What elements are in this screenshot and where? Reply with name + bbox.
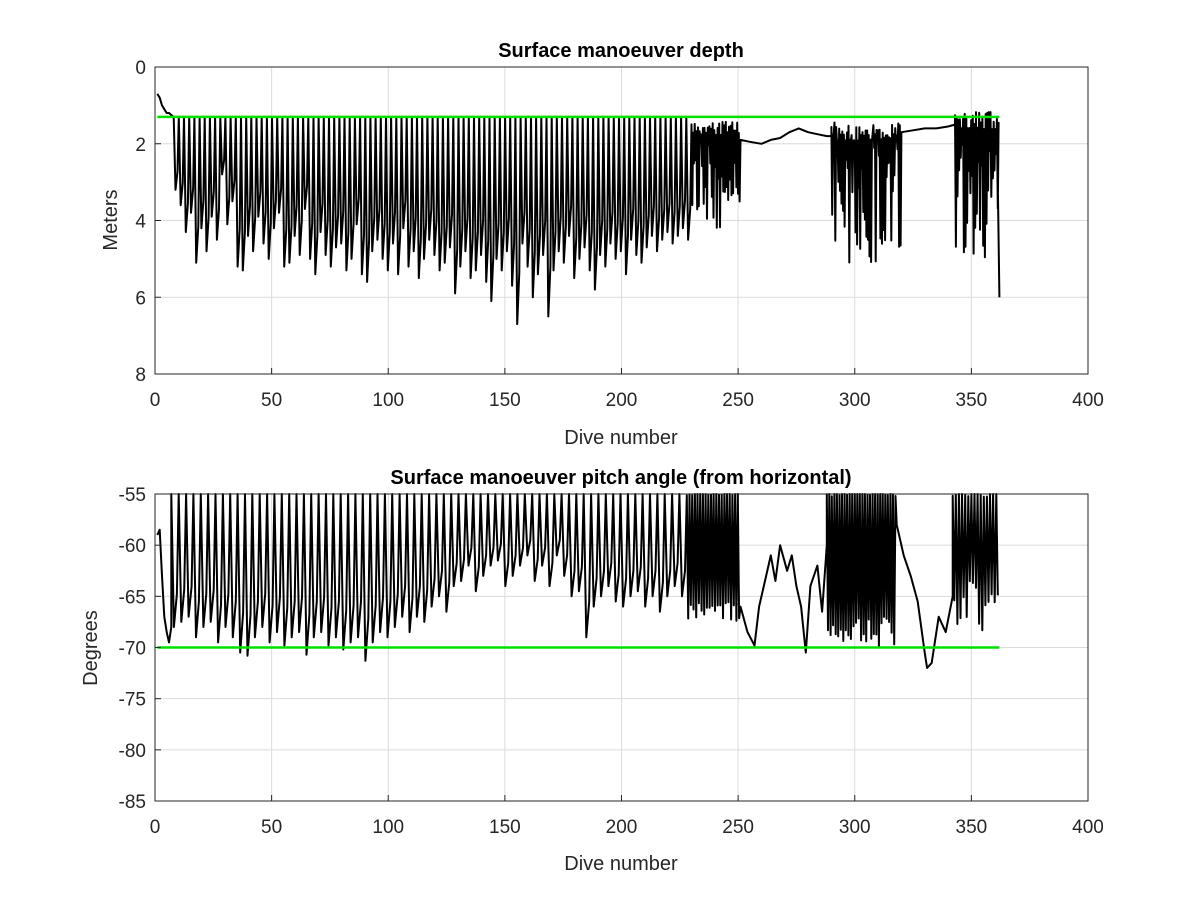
depth-chart-ytick-label: 4 xyxy=(135,212,146,233)
pitch-chart-title: Surface manoeuver pitch angle (from hori… xyxy=(390,467,851,489)
pitch-chart-xtick-label: 100 xyxy=(372,817,404,838)
pitch-chart-ytick-label: -80 xyxy=(119,741,146,762)
pitch-chart-xtick-label: 0 xyxy=(150,817,161,838)
pitch-chart-ytick-label: -75 xyxy=(119,690,146,711)
pitch-chart-xtick-label: 400 xyxy=(1072,817,1104,838)
pitch-chart-ytick-label: -85 xyxy=(119,792,146,813)
pitch-chart: Surface manoeuver pitch angle (from hori… xyxy=(80,467,1104,875)
pitch-chart-xtick-label: 350 xyxy=(956,817,988,838)
pitch-chart-ylabel: Degrees xyxy=(80,610,102,686)
depth-chart-title: Surface manoeuver depth xyxy=(498,40,744,62)
pitch-chart-xlabel: Dive number xyxy=(564,853,678,875)
depth-chart-xtick-label: 400 xyxy=(1072,390,1104,411)
pitch-chart-ytick-label: -65 xyxy=(119,587,146,608)
depth-chart-xtick-label: 150 xyxy=(489,390,521,411)
pitch-chart-xtick-label: 250 xyxy=(722,817,754,838)
depth-chart-ytick-label: 0 xyxy=(135,58,146,79)
depth-chart-ytick-label: 2 xyxy=(135,135,146,156)
pitch-chart-ytick-label: -60 xyxy=(119,536,146,557)
depth-chart-xtick-label: 200 xyxy=(606,390,638,411)
depth-chart-ylabel: Meters xyxy=(100,189,122,250)
depth-chart-xtick-label: 50 xyxy=(261,390,282,411)
pitch-chart-ytick-label: -55 xyxy=(119,485,146,506)
depth-chart-xlabel: Dive number xyxy=(564,427,678,449)
pitch-chart-xtick-label: 300 xyxy=(839,817,871,838)
pitch-chart-xtick-label: 50 xyxy=(261,817,282,838)
pitch-chart-ticks: 0 50 100 150 200 250 300 350 400 -55 -60 -65 -70 -75 -… xyxy=(119,485,1104,838)
pitch-chart-xtick-label: 200 xyxy=(606,817,638,838)
depth-chart-xtick-label: 100 xyxy=(372,390,404,411)
pitch-chart-xtick-label: 150 xyxy=(489,817,521,838)
depth-chart-xtick-label: 300 xyxy=(839,390,871,411)
depth-chart-xtick-label: 250 xyxy=(722,390,754,411)
depth-chart-ticks: 0 50 100 150 200 250 300 350 400 0 2 4 6 8 xyxy=(135,58,1103,411)
depth-chart: Surface manoeuver depth 0 50 100 150 200 250 3… xyxy=(100,40,1104,449)
depth-chart-xtick-label: 0 xyxy=(150,390,161,411)
depth-chart-ytick-label: 8 xyxy=(135,365,146,386)
depth-chart-ytick-label: 6 xyxy=(135,288,146,309)
pitch-chart-ytick-label: -70 xyxy=(119,639,146,660)
depth-chart-xtick-label: 350 xyxy=(956,390,988,411)
